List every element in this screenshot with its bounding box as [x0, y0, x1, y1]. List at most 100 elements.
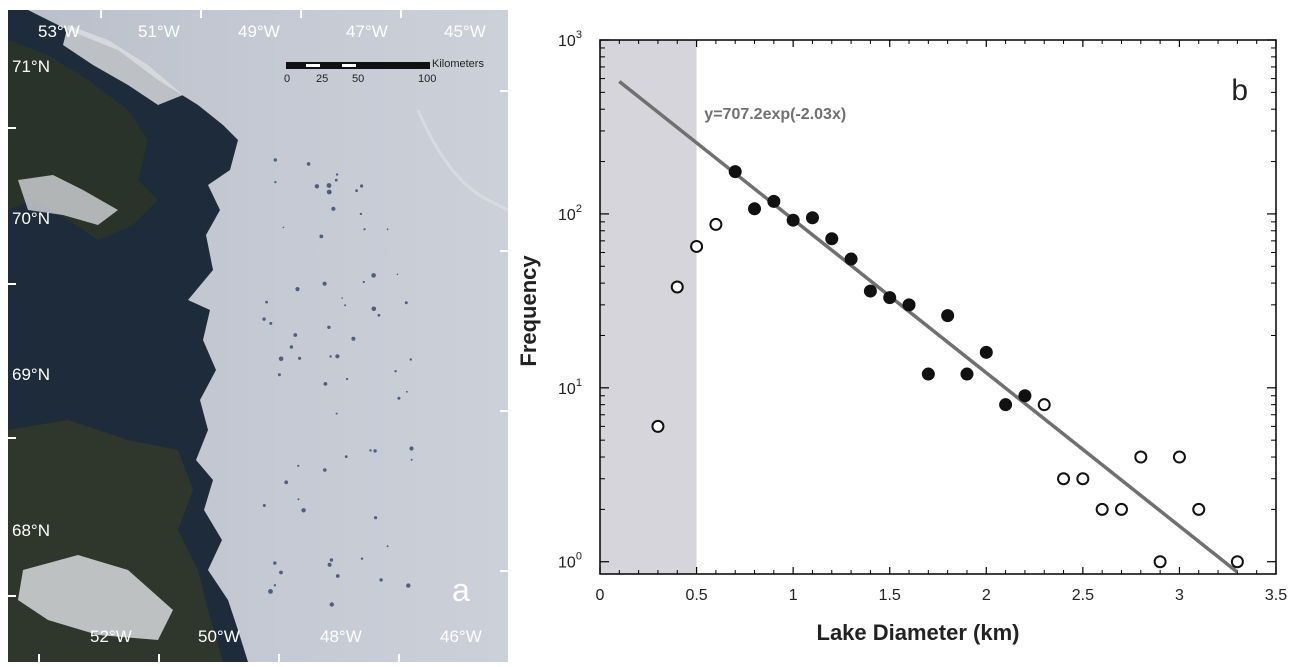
lake-dot	[279, 570, 283, 575]
x-tick-label: 1.5	[879, 587, 901, 604]
lake-dot	[362, 280, 365, 284]
lon-label: 53°W	[38, 22, 80, 41]
open-data-point	[1134, 450, 1148, 464]
lake-dot	[363, 228, 366, 231]
x-tick-label: 2	[982, 587, 991, 604]
fit-equation: y=707.2exp(-2.03x)	[704, 106, 846, 123]
lon-label: 51°W	[138, 22, 180, 41]
lake-dot	[355, 189, 358, 193]
lake-dot	[371, 306, 377, 312]
lake-dot	[371, 273, 376, 278]
lake-dot	[360, 184, 364, 188]
open-data-point	[690, 239, 704, 253]
scale-bar: Kilometers 0 25 50 100	[284, 58, 506, 94]
x-tick-label: 0	[596, 587, 605, 604]
lake-dot	[322, 281, 327, 286]
lake-diameter-chart-panel: 0 0.5 1 1.5 2 2.5 3 3.5 100 101 102 103 y=707.2exp(-…	[508, 0, 1298, 662]
top-lon-labels: 53°W 51°W 49°W 47°W 45°W	[8, 10, 508, 50]
scale-bar-tick-label: 100	[418, 73, 437, 85]
lon-label: 46°W	[440, 627, 482, 646]
lake-dot	[406, 390, 408, 393]
open-data-point	[1037, 398, 1051, 412]
lat-label: 68°N	[12, 521, 50, 540]
filled-data-point	[979, 345, 993, 359]
y-tick-label: 101	[558, 377, 582, 398]
panel-b-label: b	[1231, 74, 1248, 107]
scale-bar-tick-label: 50	[352, 73, 365, 85]
y-tick-label: 100	[558, 551, 582, 572]
lake-dot	[306, 162, 311, 166]
lake-dot	[386, 228, 389, 231]
lake-dot	[404, 301, 408, 305]
filled-data-point	[748, 202, 762, 216]
lake-dot	[273, 584, 277, 587]
x-axis-label: Lake Diameter (km)	[817, 620, 1020, 645]
open-data-point	[1114, 502, 1128, 516]
lon-label: 48°W	[320, 627, 362, 646]
open-data-point	[1153, 555, 1167, 569]
filled-data-point	[844, 252, 858, 266]
open-data-point	[1076, 472, 1090, 486]
lake-dot	[409, 358, 412, 361]
lake-dot	[278, 356, 284, 362]
lake-dot	[295, 287, 300, 292]
lake-dot	[409, 446, 414, 451]
y-axis-label: Frequency	[516, 255, 541, 367]
lake-dot	[341, 297, 344, 299]
open-data-point	[1057, 472, 1071, 486]
lake-dot	[406, 583, 411, 588]
y-tick-label: 102	[558, 203, 582, 224]
open-data-point	[1230, 555, 1244, 569]
x-tick-label: 2.5	[1072, 587, 1094, 604]
x-tick-label: 0.5	[685, 587, 707, 604]
snow-highland-west	[18, 175, 118, 225]
lake-dot	[386, 545, 389, 548]
scale-bar-ribbon	[286, 62, 430, 69]
x-tick-label: 3	[1175, 587, 1184, 604]
lake-dot	[329, 602, 334, 607]
lake-dot	[314, 184, 320, 189]
lake-dot	[331, 206, 336, 211]
filled-data-point	[728, 165, 742, 179]
lake-dot	[327, 562, 332, 567]
lake-dot	[298, 356, 302, 360]
panel-a-label: a	[452, 572, 470, 608]
lake-dot	[373, 449, 377, 453]
lake-dot	[335, 354, 340, 359]
open-data-point	[670, 280, 684, 294]
plot-frame	[599, 39, 1277, 575]
filled-data-point	[883, 291, 897, 305]
lon-label: 47°W	[346, 22, 388, 41]
lake-dot	[297, 464, 300, 467]
lake-dot	[323, 382, 328, 386]
lake-dot	[282, 226, 285, 229]
lake-dot	[344, 455, 348, 458]
lake-dot	[410, 458, 413, 461]
open-data-point	[1192, 502, 1206, 516]
open-data-point	[1095, 502, 1109, 516]
lake-dot	[396, 273, 399, 276]
filled-data-point	[1018, 389, 1032, 403]
lake-dot	[273, 561, 277, 565]
lake-dot	[297, 498, 300, 501]
fit-line	[618, 80, 1239, 574]
satellite-map-panel: 53°W 51°W 49°W 47°W 45°W 52°W 50°W 48°W …	[8, 10, 508, 662]
snow-highland-south	[18, 555, 173, 640]
lake-dot	[293, 333, 298, 337]
satellite-map	[8, 10, 508, 662]
lake-dot	[273, 158, 277, 162]
lake-dot	[262, 504, 266, 507]
lat-label: 71°N	[12, 57, 50, 76]
lake-dot	[327, 325, 331, 329]
lat-label: 69°N	[12, 365, 50, 384]
filled-data-point	[902, 298, 916, 312]
lake-dot	[326, 189, 332, 195]
open-data-point	[651, 419, 665, 433]
lake-dot	[346, 377, 349, 381]
snow-highland-north	[63, 25, 183, 105]
lon-label: 45°W	[444, 22, 486, 41]
filled-data-point	[767, 194, 781, 208]
lake-dot	[369, 449, 372, 452]
filled-data-point	[921, 367, 935, 381]
scale-bar-tick-label: 25	[316, 73, 329, 85]
